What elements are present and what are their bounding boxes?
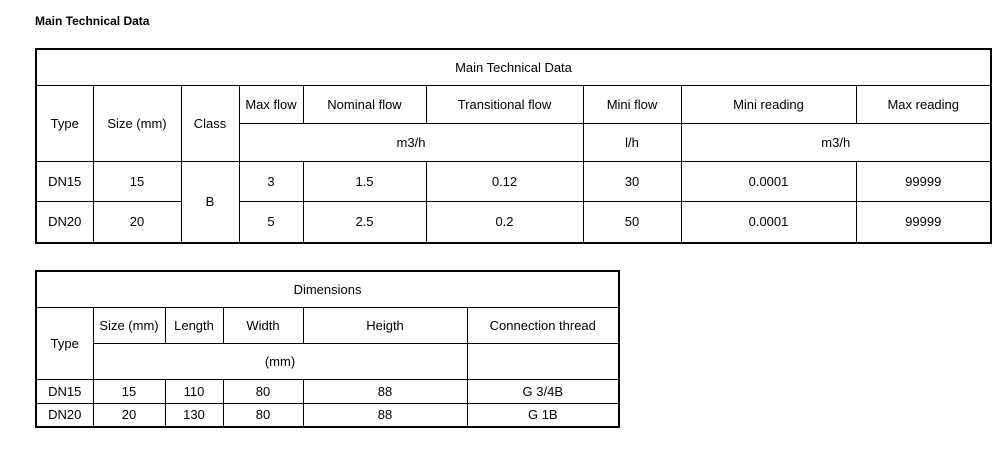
header-row: Type Size (mm) Length Width Heigth Conne… <box>35 306 620 380</box>
title-row: Dimensions <box>35 270 620 308</box>
cell: 15 <box>92 378 166 404</box>
cell: 2.5 <box>302 200 427 244</box>
dimensions-table: Dimensions Type Size (mm) Length Width H… <box>35 270 621 428</box>
header-cell: Transitional flow <box>425 84 584 124</box>
cell: DN20 <box>35 200 94 244</box>
cell: 130 <box>164 402 224 428</box>
technical-table: Main Technical Data Type Size (mm) Class… <box>35 48 992 244</box>
header-cell: Length <box>164 306 224 344</box>
unit-cell: l/h <box>582 122 682 162</box>
cell: 0.0001 <box>680 200 857 244</box>
data-row: DN20 20 5 2.5 0.2 50 0.0001 99999 <box>35 200 992 244</box>
cell: 110 <box>164 378 224 404</box>
cell: DN20 <box>35 402 94 428</box>
unit-cell: m3/h <box>680 122 992 162</box>
data-row: DN15 15 110 80 88 G 3/4B <box>35 378 620 404</box>
cell: 20 <box>92 402 166 428</box>
header-cell: Max flow <box>238 84 304 124</box>
cell: DN15 <box>35 160 94 202</box>
cell: 50 <box>582 200 682 244</box>
cell: 0.0001 <box>680 160 857 202</box>
cell: 0.12 <box>425 160 584 202</box>
header-cell: Type <box>35 306 94 380</box>
unit-cell: (mm) <box>92 342 468 380</box>
title-row: Main Technical Data <box>35 48 992 86</box>
header-cell: Width <box>222 306 304 344</box>
cell: G 3/4B <box>466 378 620 404</box>
unit-cell <box>466 342 620 380</box>
data-row: DN20 20 130 80 88 G 1B <box>35 402 620 428</box>
unit-cell: m3/h <box>238 122 584 162</box>
cell: 99999 <box>855 160 992 202</box>
header-cell: Class <box>180 84 240 162</box>
cell: 0.2 <box>425 200 584 244</box>
cell: 30 <box>582 160 682 202</box>
heading: Main Technical Data <box>35 14 150 28</box>
cell: 88 <box>302 378 468 404</box>
header-row: Type Size (mm) Class Max flow Nominal fl… <box>35 84 992 162</box>
cell: 80 <box>222 378 304 404</box>
header-cell: Type <box>35 84 94 162</box>
table-title: Main Technical Data <box>35 48 992 86</box>
unit-row: (mm) <box>36 342 620 380</box>
cell: DN15 <box>35 378 94 404</box>
cell: 15 <box>92 160 182 202</box>
header-cell: Mini reading <box>680 84 857 124</box>
header-cell: Connection thread <box>466 306 620 344</box>
cell: 3 <box>238 160 304 202</box>
unit-row: m3/h l/h m3/h <box>36 122 992 162</box>
cell: 80 <box>222 402 304 428</box>
class-cell: B <box>180 160 240 244</box>
header-cell: Size (mm) <box>92 306 166 344</box>
header-cell: Nominal flow <box>302 84 427 124</box>
cell: G 1B <box>466 402 620 428</box>
header-cell: Mini flow <box>582 84 682 124</box>
header-cell: Size (mm) <box>92 84 182 162</box>
cell: 20 <box>92 200 182 244</box>
cell: 1.5 <box>302 160 427 202</box>
cell: 99999 <box>855 200 992 244</box>
cell: 5 <box>238 200 304 244</box>
data-row: DN15 15 B 3 1.5 0.12 30 0.0001 99999 <box>35 160 992 244</box>
header-cell: Heigth <box>302 306 468 344</box>
table-title: Dimensions <box>35 270 620 308</box>
header-cell: Max reading <box>855 84 992 124</box>
cell: 88 <box>302 402 468 428</box>
